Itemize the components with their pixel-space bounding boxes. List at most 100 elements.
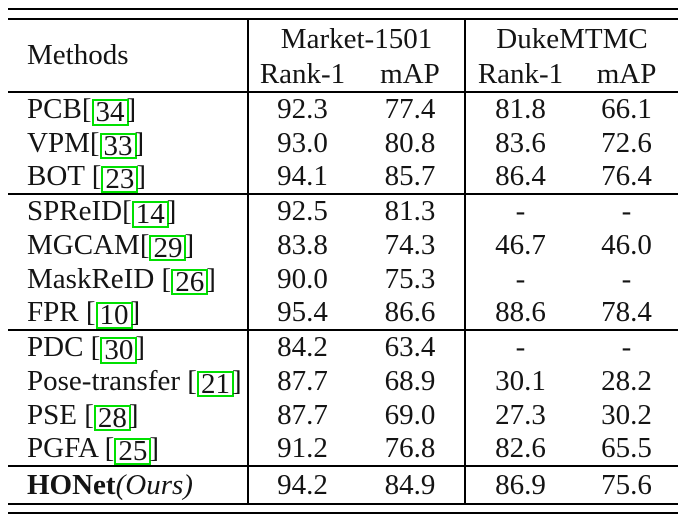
value-cell: 85.7 (384, 160, 436, 192)
value-cell: 68.9 (384, 364, 436, 397)
bottom-double-rule (8, 503, 678, 514)
value-cell: 94.1 (247, 160, 356, 194)
value-cell: 76.4 (601, 160, 652, 192)
row-group-ours: HONet(Ours) 94.2 84.9 86.9 75.6 (8, 466, 678, 503)
citation-bracket-open: [ (187, 364, 197, 397)
header-row-metrics: Rank-1 mAP Rank-1 mAP (8, 58, 678, 92)
method-name: Pose-transfer (27, 364, 188, 397)
method-cell: PCB[34] (8, 92, 248, 126)
citation-link[interactable]: 23 (101, 165, 139, 193)
value-cell: 86.6 (384, 296, 436, 328)
value-cell: 91.2 (247, 432, 356, 466)
citation-bracket-close: ] (130, 296, 141, 328)
value-cell: - (464, 330, 575, 364)
value-cell: 27.3 (464, 398, 575, 432)
value-cell: 83.8 (247, 228, 356, 262)
method-name: PCB (27, 93, 82, 125)
market-map-header: mAP (380, 58, 440, 90)
citation-link[interactable]: 21 (196, 369, 234, 398)
citation-bracket-close: ] (135, 331, 146, 363)
value-cell: 69.0 (384, 398, 436, 431)
results-table-container: Methods Market-1501 DukeMTMC Rank-1 mAP … (8, 8, 679, 514)
citation-bracket-open: [ (161, 262, 172, 295)
value-cell: - (464, 262, 575, 296)
citation-bracket-close: ] (149, 432, 159, 464)
method-name-ours: (Ours) (115, 468, 193, 501)
value-cell: 46.0 (601, 228, 652, 261)
value-cell: 86.4 (464, 160, 575, 194)
duke-map-header: mAP (596, 58, 657, 90)
citation-link[interactable]: 10 (95, 301, 133, 329)
method-cell: HONet(Ours) (8, 466, 248, 503)
method-name: PDC (27, 331, 91, 363)
method-name: SPReID (27, 195, 123, 227)
citation-bracket-open: [ (122, 195, 132, 227)
method-name: MGCAM (27, 228, 140, 261)
citation-bracket-open: [ (91, 160, 102, 192)
value-cell: 77.4 (384, 93, 436, 125)
value-cell: 72.6 (601, 126, 652, 159)
citation-bracket-close: ] (126, 93, 137, 125)
value-cell: 81.3 (384, 195, 436, 227)
header-row-groups: Methods Market-1501 DukeMTMC (8, 20, 679, 71)
table-row-fpr: FPR [10] 95.4 86.6 88.6 78.4 (8, 296, 678, 330)
row-group-mask-based: SPReID[14] 92.5 81.3 - - MGCAM[29] 83.8 … (8, 194, 679, 330)
method-name: PGFA (27, 432, 105, 464)
citation-link[interactable]: 34 (91, 98, 129, 126)
value-cell: 80.8 (384, 126, 436, 159)
table-row-pse: PSE [28] 87.7 69.0 27.3 30.2 (8, 398, 678, 432)
value-cell: - (621, 195, 632, 227)
duke-rank1-header: Rank-1 (464, 58, 575, 92)
citation-bracket-close: ] (128, 398, 139, 431)
value-cell: 87.7 (247, 398, 356, 432)
citation-link[interactable]: 26 (171, 267, 209, 296)
value-cell: - (464, 194, 575, 228)
method-cell: BOT [23] (8, 160, 248, 194)
method-name: PSE (27, 398, 85, 431)
method-name-bold: HONet (27, 468, 116, 501)
citation-bracket-open: [ (139, 228, 150, 261)
citation-bracket-open: [ (90, 331, 101, 363)
table-row-pgfa: PGFA [25] 91.2 76.8 82.6 65.5 (8, 432, 678, 466)
table-row-honet-ours: HONet(Ours) 94.2 84.9 86.9 75.6 (8, 466, 678, 503)
value-cell: 84.9 (384, 468, 436, 501)
value-cell: 90.0 (247, 262, 356, 296)
value-cell: 88.6 (464, 296, 575, 330)
citation-link[interactable]: 30 (100, 336, 138, 364)
citation-link[interactable]: 29 (149, 233, 187, 262)
citation-link[interactable]: 33 (99, 131, 137, 160)
method-cell: MGCAM[29] (8, 228, 248, 262)
citation-bracket-close: ] (231, 364, 242, 397)
value-cell: 92.3 (247, 92, 356, 126)
value-cell: 92.5 (247, 194, 356, 228)
value-cell: 46.7 (464, 228, 575, 262)
value-cell: 74.3 (384, 228, 436, 261)
value-cell: 86.9 (464, 466, 575, 503)
method-cell: VPM[33] (8, 126, 248, 160)
method-name: FPR (27, 296, 86, 328)
method-name: VPM (27, 126, 90, 159)
table-row-spreid: SPReID[14] 92.5 81.3 - - (8, 194, 678, 228)
citation-link[interactable]: 25 (114, 437, 152, 465)
value-cell: 76.8 (384, 432, 436, 464)
citation-bracket-open: [ (104, 432, 115, 464)
method-name: BOT (27, 160, 92, 192)
column-group-dukemtmc: DukeMTMC (463, 20, 679, 58)
citation-bracket-close: ] (166, 195, 177, 227)
table-row-maskreid: MaskReID [26] 90.0 75.3 - - (8, 262, 678, 296)
citation-link[interactable]: 14 (131, 200, 169, 228)
citation-bracket-close: ] (136, 160, 147, 192)
row-group-stripe-based: PCB[34] 92.3 77.4 81.8 66.1 VPM[33] 93.0… (8, 92, 679, 194)
value-cell: 28.2 (601, 364, 652, 397)
value-cell: 30.2 (601, 398, 652, 431)
citation-link[interactable]: 28 (93, 403, 131, 432)
value-cell: 93.0 (247, 126, 356, 160)
method-cell: MaskReID [26] (8, 262, 248, 296)
value-cell: - (621, 331, 632, 363)
method-name: MaskReID (27, 262, 162, 295)
top-double-rule (8, 8, 678, 20)
method-cell: Pose-transfer [21] (8, 364, 248, 398)
table-row-mgcam: MGCAM[29] 83.8 74.3 46.7 46.0 (8, 228, 678, 262)
method-cell: PDC [30] (8, 330, 248, 364)
